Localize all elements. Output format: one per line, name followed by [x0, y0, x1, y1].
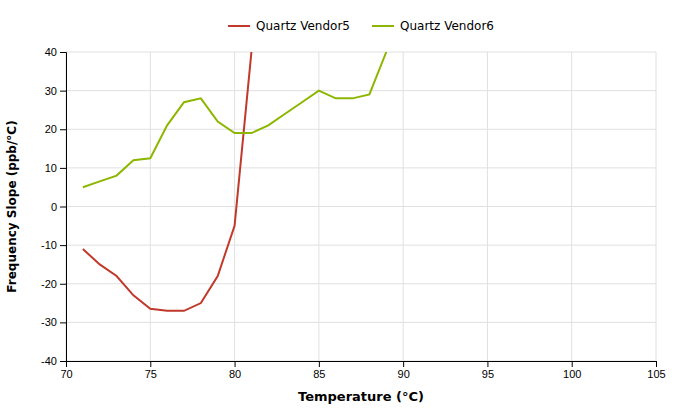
x-tick: 70	[60, 361, 72, 380]
x-tick-mark	[150, 361, 151, 367]
legend-swatch	[372, 25, 394, 27]
y-grid-line	[66, 90, 656, 91]
y-tick: 40	[45, 46, 66, 58]
y-grid-line	[66, 245, 656, 246]
y-tick-label: 40	[45, 46, 57, 58]
x-tick: 90	[398, 361, 410, 380]
legend-item: Quartz Vendor6	[372, 19, 494, 33]
y-tick-mark	[60, 91, 66, 92]
y-grid-line	[66, 283, 656, 284]
y-tick-label: -10	[41, 239, 57, 251]
x-tick: 75	[145, 361, 157, 380]
legend-swatch	[228, 25, 250, 27]
y-tick-label: 0	[51, 201, 57, 213]
y-tick-mark	[60, 207, 66, 208]
x-tick-mark	[319, 361, 320, 367]
y-tick-label: -30	[41, 316, 57, 328]
grid	[66, 52, 656, 361]
legend-label: Quartz Vendor5	[256, 19, 350, 33]
y-grid-line	[66, 322, 656, 323]
y-tick-mark	[60, 129, 66, 130]
x-tick-label: 100	[563, 368, 581, 380]
y-tick-label: 20	[45, 123, 57, 135]
legend: Quartz Vendor5 Quartz Vendor6	[228, 19, 494, 33]
x-tick-label: 85	[313, 368, 325, 380]
chart: 70 75 80 85 90 95 100 105 -40 -30 -20 -10 0 10 20 30 40 T…	[0, 0, 684, 411]
x-tick-label: 105	[647, 368, 665, 380]
x-tick: 100	[563, 361, 581, 380]
legend-label: Quartz Vendor6	[400, 19, 494, 33]
x-tick-label: 95	[482, 368, 494, 380]
x-tick: 105	[647, 361, 665, 380]
y-tick-label: 30	[45, 85, 57, 97]
lines	[83, 52, 386, 311]
y-tick: 30	[45, 85, 66, 97]
x-tick: 85	[313, 361, 325, 380]
y-axis: -40 -30 -20 -10 0 10 20 30 40	[41, 46, 66, 367]
x-tick-label: 75	[145, 368, 157, 380]
x-axis-line	[67, 362, 657, 368]
y-tick-mark	[60, 322, 66, 323]
y-tick-mark	[60, 361, 66, 362]
y-tick-mark	[60, 245, 66, 246]
y-tick-mark	[60, 52, 66, 53]
y-tick: -10	[41, 239, 66, 251]
x-tick-mark	[487, 361, 488, 367]
x-axis-title: Temperature (°C)	[298, 389, 424, 404]
y-tick: 10	[45, 162, 66, 174]
y-grid-line	[66, 52, 656, 53]
x-tick-label: 70	[60, 368, 72, 380]
x-tick: 95	[482, 361, 494, 380]
x-tick-mark	[403, 361, 404, 367]
y-tick: 0	[51, 201, 66, 213]
y-grid-line	[66, 206, 656, 207]
y-grid-line	[66, 167, 656, 168]
series-line	[83, 52, 252, 311]
x-axis: 70 75 80 85 90 95 100 105	[60, 361, 665, 380]
y-tick-label: 10	[45, 162, 57, 174]
y-axis-title: Frequency Slope (ppb/°C)	[5, 120, 19, 292]
x-tick-mark	[572, 361, 573, 367]
y-tick: -20	[41, 278, 66, 290]
y-tick-label: -20	[41, 278, 57, 290]
x-tick-mark	[235, 361, 236, 367]
x-tick-label: 80	[229, 368, 241, 380]
y-tick: -30	[41, 316, 66, 328]
legend-item: Quartz Vendor5	[228, 19, 350, 33]
plot: 70 75 80 85 90 95 100 105 -40 -30 -20 -10 0 10 20 30 40	[41, 46, 666, 380]
y-tick: 20	[45, 123, 66, 135]
y-grid-line	[66, 129, 656, 130]
series-line	[83, 52, 386, 187]
x-tick: 80	[229, 361, 241, 380]
y-axis-line	[60, 53, 67, 362]
x-tick-mark	[656, 361, 657, 367]
y-tick: -40	[41, 355, 66, 367]
y-tick-mark	[60, 284, 66, 285]
x-tick-label: 90	[398, 368, 410, 380]
y-tick-label: -40	[41, 355, 57, 367]
y-tick-mark	[60, 168, 66, 169]
